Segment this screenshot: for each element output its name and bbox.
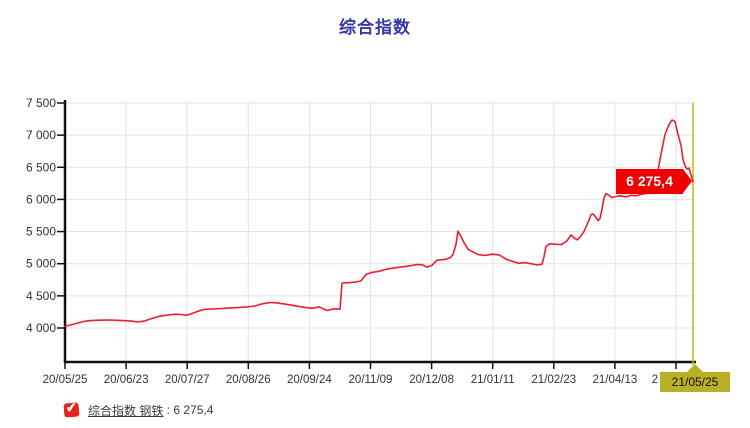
- x-axis-label: 20/06/23: [104, 374, 149, 386]
- last-value-flag-text: 6 275,4: [626, 173, 673, 189]
- y-axis-label: 7 500: [26, 96, 56, 110]
- crosshair-date-text: 21/05/25: [671, 375, 719, 389]
- y-axis-label: 5 000: [26, 257, 56, 271]
- x-axis-label: 2: [652, 374, 658, 386]
- x-axis-label: 21/02/23: [531, 374, 576, 386]
- x-axis-label: 20/09/24: [287, 374, 332, 386]
- crosshair-date-flag: 21/05/25: [660, 364, 730, 392]
- x-axis-label: 21/04/13: [593, 374, 638, 386]
- y-axis-label: 5 500: [26, 225, 56, 239]
- y-axis-label: 4 500: [26, 289, 56, 303]
- x-axis-label: 20/11/09: [349, 374, 393, 386]
- y-axis-label: 4 000: [26, 321, 56, 335]
- x-axis-label: 20/12/08: [409, 374, 454, 386]
- checkmark-icon: ✔: [65, 399, 78, 416]
- legend: ✔ 综合指数 钢铁 : 6 275,4: [63, 399, 214, 419]
- legend-series-label[interactable]: 综合指数 钢铁: [88, 403, 164, 418]
- legend-checkbox[interactable]: ✔: [63, 399, 80, 418]
- legend-series-value: : 6 275,4: [163, 403, 214, 417]
- y-axis-label: 6 000: [26, 192, 56, 206]
- chart-title: 综合指数: [339, 18, 411, 37]
- x-axis-label: 20/05/25: [43, 374, 88, 386]
- x-axis-label: 20/07/27: [165, 374, 210, 386]
- last-value-flag: 6 275,4: [616, 169, 692, 194]
- y-axis-label: 6 500: [26, 160, 56, 174]
- x-axis-label: 20/08/26: [226, 374, 271, 386]
- x-axis-label: 21/01/11: [471, 374, 515, 386]
- y-axis-label: 7 000: [26, 128, 56, 142]
- series-line[interactable]: [64, 119, 694, 327]
